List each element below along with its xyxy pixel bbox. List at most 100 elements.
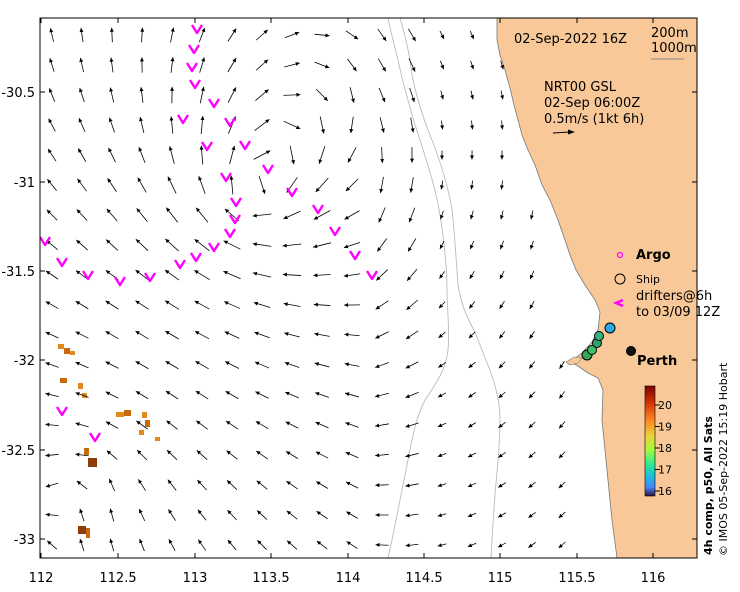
current-arrow-head <box>48 118 53 124</box>
current-arrow-head <box>558 453 564 459</box>
current-arrow-head <box>469 185 474 190</box>
current-arrow-head <box>498 453 503 458</box>
current-arrow-head <box>136 420 141 425</box>
current-arrow-head <box>294 31 300 36</box>
current-arrow-head <box>223 271 228 275</box>
drifter-chevron <box>223 228 237 239</box>
drifter-chevron <box>219 172 233 183</box>
current-arrow-head <box>437 453 443 458</box>
current-arrow-head <box>197 509 202 515</box>
current-arrow-head <box>498 363 504 369</box>
current-arrow-head <box>169 116 174 121</box>
current-arrow-head <box>440 94 445 100</box>
current-arrow-head <box>138 479 143 484</box>
current-arrow-head <box>405 423 410 428</box>
current-arrow-head <box>168 539 173 544</box>
current-arrow-head <box>135 331 140 335</box>
current-arrow-head <box>315 421 320 426</box>
current-arrow-head <box>286 481 291 486</box>
current-arrow-head <box>165 238 170 244</box>
colorbar-tick-label: 20 <box>658 399 672 412</box>
y-tick-label: -32.5 <box>1 444 35 459</box>
current-arrow-head <box>109 538 114 544</box>
current-arrow-head <box>75 392 80 396</box>
current-arrow-head <box>382 36 387 41</box>
current-arrow-head <box>345 186 351 192</box>
current-arrow-head <box>287 540 292 545</box>
current-arrow-head <box>375 423 380 428</box>
axis-ticks <box>40 18 697 558</box>
current-arrow-head <box>75 270 81 275</box>
rottnest-island <box>565 356 583 366</box>
current-arrow-head <box>346 511 351 516</box>
drifter-chevron <box>285 187 299 198</box>
current-arrow-head <box>352 66 357 72</box>
current-arrow-head <box>411 97 415 103</box>
current-arrow-head <box>140 27 145 32</box>
current-arrow-head <box>79 27 84 33</box>
current-arrow-head <box>168 146 173 151</box>
current-arrow-head <box>469 274 474 279</box>
current-arrow-head <box>344 215 349 220</box>
current-arrow-head <box>528 423 534 429</box>
drifter-tracks <box>40 24 379 443</box>
current-arrow-head <box>263 29 268 35</box>
current-arrow-head <box>261 189 266 194</box>
current-arrow-head <box>498 423 503 428</box>
current-arrow-head <box>468 453 473 458</box>
current-arrow-head <box>105 270 111 275</box>
current-arrow-head <box>168 509 173 514</box>
current-arrow-head <box>284 332 289 336</box>
current-arrow-head <box>263 59 269 64</box>
current-arrow-head <box>79 87 83 93</box>
drifter-chevron <box>348 250 362 261</box>
current-arrow-head <box>500 64 505 70</box>
current-arrow-head <box>135 270 140 275</box>
current-arrow-head <box>469 214 474 220</box>
drifter-chevron <box>238 140 252 151</box>
current-arrow-head <box>469 244 474 250</box>
current-arrow-head <box>283 215 288 220</box>
current-arrow-head <box>558 543 563 548</box>
current-arrow-head <box>405 483 410 488</box>
current-arrow-head <box>49 28 54 33</box>
isobath-1000m-label: 1000m <box>651 41 697 56</box>
plot-frame <box>39 17 698 559</box>
current-arrow-head <box>282 272 287 277</box>
current-arrow-head <box>375 334 380 339</box>
current-arrow-head <box>226 420 231 425</box>
current-arrow-head <box>405 543 410 548</box>
current-arrow-head <box>139 117 143 122</box>
current-arrow-head <box>225 391 231 396</box>
current-arrow-head <box>467 513 473 518</box>
current-arrow-head <box>195 361 200 365</box>
current-arrow-head <box>378 218 383 223</box>
drifter-chevron <box>189 252 203 263</box>
current-arrow-head <box>45 362 50 366</box>
current-arrow-head <box>559 424 564 429</box>
current-arrow-head <box>78 148 82 153</box>
current-arrow-head <box>375 305 381 310</box>
current-arrow-head <box>196 207 201 213</box>
current-arrow-head <box>405 513 410 518</box>
drifter-chevron <box>311 204 325 215</box>
current-arrow-head <box>377 247 382 252</box>
current-arrow-head <box>197 479 202 485</box>
current-arrow-head <box>437 513 443 518</box>
y-tick-label: -33 <box>14 533 35 548</box>
current-arrow-head <box>314 362 320 367</box>
drifter-chevron <box>185 62 199 73</box>
x-tick-label: 115 <box>488 571 513 586</box>
current-arrow-head <box>438 393 443 398</box>
current-arrow-head <box>227 539 232 545</box>
current-arrow-head <box>347 158 352 163</box>
current-arrow-head <box>139 538 143 544</box>
drifter-chevron <box>207 98 221 109</box>
current-arrow-head <box>170 27 175 32</box>
current-arrow-head <box>325 33 330 38</box>
current-arrow-head <box>376 276 381 281</box>
current-arrow-head <box>528 483 533 488</box>
current-arrow-head <box>167 176 172 182</box>
drifter-chevron <box>188 79 202 90</box>
current-arrow-head <box>285 421 291 426</box>
